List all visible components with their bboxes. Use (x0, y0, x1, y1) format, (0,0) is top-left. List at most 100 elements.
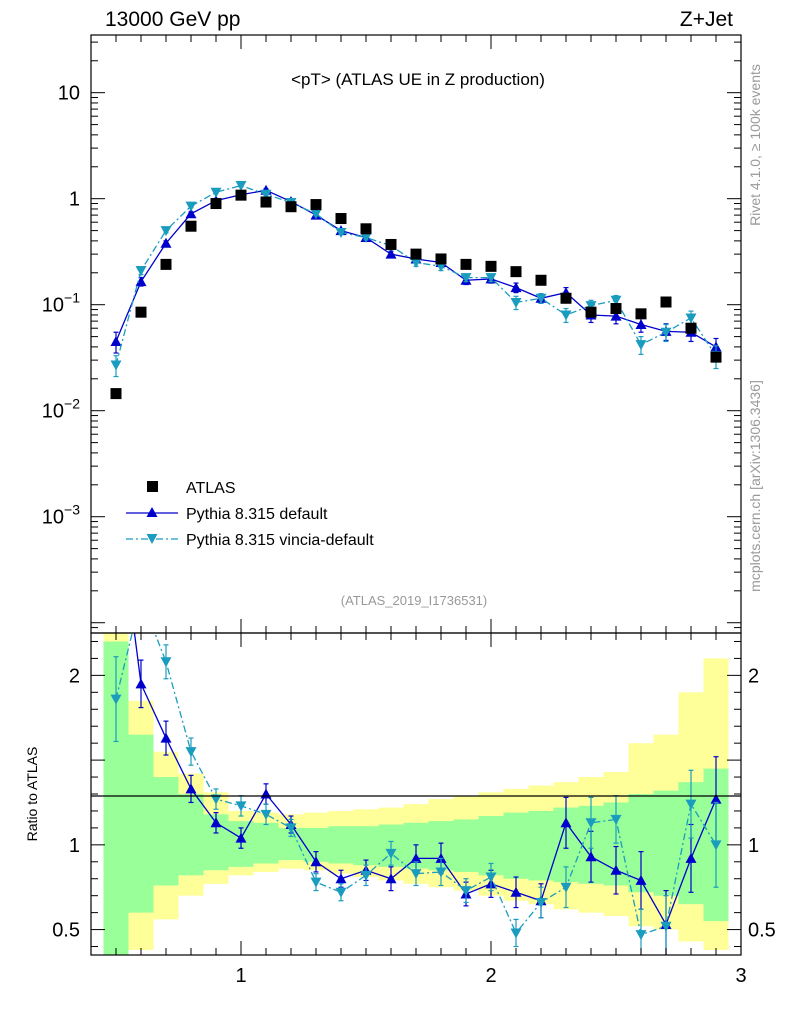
point-vincia-21 (635, 340, 647, 351)
point-vincia-10 (360, 233, 372, 244)
ratio-point-vincia-11 (385, 848, 397, 859)
point-atlas-0 (110, 388, 122, 400)
ratio-point-default-24 (710, 793, 722, 804)
main-series (110, 181, 722, 400)
legend-label-atlas: ATLAS (186, 480, 236, 497)
point-vincia-12 (410, 258, 422, 269)
point-vincia-1 (135, 266, 147, 277)
point-vincia-23 (685, 313, 697, 324)
band-inner-10 (353, 826, 379, 866)
tick-labels: 1 2 3 10 1 10−1 10−2 10−3 0.5 0.5 1 1 2 2 (42, 83, 776, 987)
ratio-point-vincia-4 (210, 794, 222, 805)
ratio-point-vincia-6 (260, 809, 272, 820)
side-label-rivet: Rivet 4.1.0, ≥ 100k events (747, 64, 763, 226)
legend: ATLAS Pythia 8.315 default Pythia 8.315 … (126, 480, 374, 549)
point-atlas-21 (635, 308, 647, 320)
band-inner-9 (328, 826, 354, 864)
xtick-label-2: 3 (735, 965, 746, 987)
ratio-point-vincia-13 (435, 867, 447, 878)
ratio-point-default-16 (510, 886, 522, 897)
point-atlas-20 (610, 303, 622, 315)
ratio-point-vincia-3 (185, 747, 197, 758)
ytick-label-ratio-right-2: 2 (748, 665, 759, 687)
ratio-series (110, 483, 722, 955)
point-default-21 (635, 319, 647, 330)
ratio-point-default-18 (560, 817, 572, 828)
ratio-point-vincia-17 (535, 897, 547, 908)
point-atlas-16 (510, 266, 522, 278)
ratio-point-default-3 (185, 783, 197, 794)
ytick-label-main-2: 10−1 (42, 290, 80, 317)
point-vincia-5 (235, 181, 247, 192)
ytick-label-ratio-left-2: 2 (69, 665, 80, 687)
ratio-point-default-23 (685, 852, 697, 863)
point-atlas-11 (385, 238, 397, 250)
point-vincia-2 (160, 226, 172, 237)
ytick-label-ratio-left-1: 1 (69, 835, 80, 857)
point-default-2 (160, 237, 172, 248)
xtick-label-0: 1 (235, 965, 246, 987)
ratio-point-vincia-14 (460, 886, 472, 897)
ratio-point-default-11 (385, 873, 397, 884)
ratio-point-vincia-1 (136, 593, 147, 603)
series-line-vincia (115, 184, 717, 366)
point-atlas-6 (260, 196, 272, 208)
point-atlas-1 (135, 306, 147, 318)
point-vincia-14 (460, 273, 472, 284)
band-inner-17 (528, 810, 554, 881)
ratio-point-vincia-16 (510, 928, 522, 939)
point-atlas-9 (335, 213, 347, 225)
ratio-errbar-vincia-1 (139, 574, 144, 621)
analysis-label: (ATLAS_2019_I1736531) (341, 593, 487, 608)
legend-marker-atlas (147, 481, 158, 492)
ratio-point-default-8 (310, 856, 322, 867)
ytick-label-ratio-left-0: 0.5 (52, 920, 80, 942)
point-default-1 (135, 276, 147, 287)
series-line-default (115, 189, 717, 348)
point-default-11 (385, 248, 397, 259)
point-vincia-16 (510, 297, 522, 308)
ratio-point-vincia-5 (235, 801, 247, 812)
ratio-point-default-21 (635, 874, 647, 885)
ytick-label-main-4: 10−3 (42, 502, 80, 529)
point-vincia-22 (660, 327, 672, 338)
point-vincia-8 (310, 209, 322, 220)
side-label-mcplots: mcplots.cern.ch [arXiv:1306.3436] (747, 380, 763, 592)
ratio-point-default-6 (260, 788, 272, 799)
ratio-point-default-0 (111, 483, 122, 493)
ratio-point-default-2 (160, 732, 172, 743)
point-vincia-19 (585, 301, 597, 312)
ratio-point-vincia-15 (485, 872, 497, 883)
point-atlas-8 (310, 199, 322, 211)
band-inner-14 (453, 819, 479, 872)
point-default-0 (110, 335, 122, 346)
legend-label-default: Pythia 8.315 default (186, 506, 328, 523)
band-inner-22 (653, 790, 679, 896)
ratio-point-vincia-12 (410, 869, 422, 880)
header-right: Z+Jet (680, 8, 733, 31)
ratio-point-default-4 (210, 817, 222, 828)
ratio-point-vincia-8 (310, 877, 322, 888)
band-inner-16 (503, 812, 529, 879)
point-default-20 (610, 310, 622, 321)
point-atlas-15 (485, 260, 497, 272)
point-atlas-14 (460, 258, 472, 270)
point-vincia-3 (185, 201, 197, 212)
ratio-point-vincia-22 (660, 921, 672, 932)
ratio-point-default-5 (235, 832, 247, 843)
chart-title: <pT> (ATLAS UE in Z production) (291, 70, 545, 89)
legend-marker-default (146, 507, 158, 517)
point-vincia-15 (485, 273, 497, 284)
ytick-label-main-0: 10 (58, 83, 80, 105)
ratio-bands (103, 633, 729, 955)
ytick-label-ratio-right-1: 1 (748, 835, 759, 857)
point-atlas-5 (235, 189, 247, 201)
ratio-point-default-1 (135, 678, 147, 689)
point-atlas-19 (585, 306, 597, 318)
band-inner-3 (178, 794, 204, 876)
point-atlas-23 (685, 322, 697, 334)
ratio-point-default-9 (335, 873, 347, 884)
legend-marker-vincia (146, 534, 158, 544)
ratio-point-vincia-23 (685, 799, 697, 810)
point-atlas-18 (560, 292, 572, 304)
